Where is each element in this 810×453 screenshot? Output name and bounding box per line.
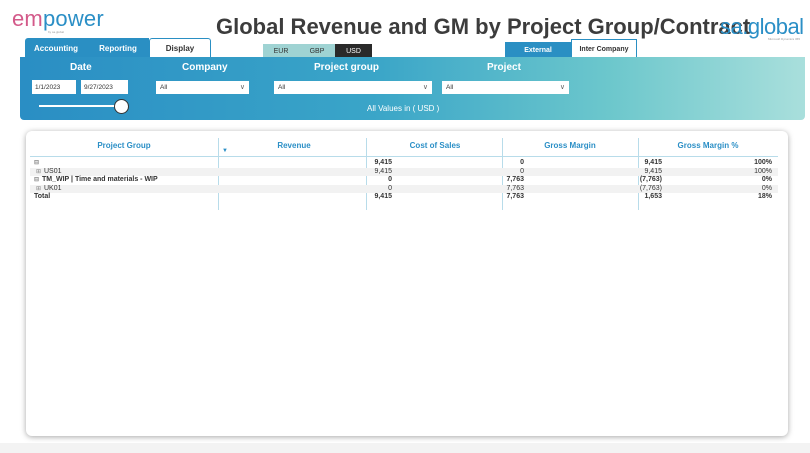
- row-gross-margin-pct: 18%: [757, 193, 772, 201]
- collapse-icon[interactable]: ⊟: [34, 160, 40, 166]
- expand-icon[interactable]: ⊞: [36, 185, 42, 192]
- row-cost-of-sales: 7,763: [506, 176, 524, 184]
- row-gross-margin-pct: 100%: [754, 167, 772, 175]
- row-revenue: 9,415: [374, 167, 392, 175]
- row-project-group: ⊟: [34, 159, 42, 167]
- currency-gbp-button[interactable]: GBP: [299, 44, 335, 58]
- saglobal-tagline: Microsoft Dynamics 365: [768, 37, 801, 41]
- project-filter-label: Project: [487, 62, 521, 73]
- date-start-input[interactable]: 1/1/2023: [32, 80, 76, 94]
- company-filter-label: Company: [182, 62, 228, 73]
- row-revenue: 0: [388, 184, 392, 192]
- saglobal-logo: sa.global: [720, 14, 804, 39]
- row-gross-margin: 9,415: [644, 167, 662, 175]
- project-dropdown-value: All: [446, 84, 454, 91]
- collapse-icon[interactable]: ⊟: [34, 177, 40, 184]
- project-group-dropdown[interactable]: All ∨: [274, 81, 432, 94]
- row-project-group: Total: [34, 193, 50, 201]
- logo-tagline: by sa.global: [48, 30, 65, 34]
- page-title: Global Revenue and GM by Project Group/C…: [216, 14, 751, 39]
- tab-display[interactable]: Display: [149, 38, 211, 58]
- tab-inter-company[interactable]: Inter Company: [571, 39, 637, 58]
- tab-reporting[interactable]: Reporting: [87, 38, 149, 58]
- date-slider-handle[interactable]: [114, 99, 129, 114]
- project-group-dropdown-value: All: [278, 84, 286, 91]
- row-cost-of-sales: 7,763: [506, 193, 524, 201]
- row-gross-margin: (7,763): [639, 184, 662, 192]
- row-revenue: 0: [388, 176, 392, 184]
- page-footer-strip: [0, 443, 810, 453]
- column-header-gross-margin-pct[interactable]: Gross Margin %: [677, 141, 739, 150]
- chevron-down-icon: ∨: [422, 84, 428, 91]
- row-cost-of-sales: 0: [520, 159, 524, 166]
- project-dropdown[interactable]: All ∨: [442, 81, 569, 94]
- table-row[interactable]: ⊟ TM_WIP | Time and materials - WIP 0 7,763…: [30, 176, 778, 184]
- row-gross-margin: 1,653: [644, 193, 662, 201]
- chevron-down-icon: ∨: [239, 84, 245, 91]
- matrix-visual: [26, 131, 788, 436]
- project-group-filter-label: Project group: [314, 62, 380, 73]
- row-gross-margin-pct: 100%: [754, 159, 772, 166]
- table-row[interactable]: Total 9,415 7,763 1,653 18%: [30, 193, 778, 201]
- logo-power-text: power: [42, 6, 104, 31]
- empower-logo: empower: [12, 6, 104, 32]
- company-dropdown[interactable]: All ∨: [156, 81, 249, 94]
- row-gross-margin: (7,763): [639, 176, 662, 184]
- column-header-cost-of-sales[interactable]: Cost of Sales: [409, 141, 461, 150]
- chevron-down-icon: ∨: [559, 84, 565, 91]
- row-gross-margin: 9,415: [644, 159, 662, 166]
- tab-external[interactable]: External: [505, 42, 571, 58]
- row-label: Total: [34, 193, 51, 201]
- row-revenue: 9,415: [374, 159, 392, 166]
- row-cost-of-sales: 0: [520, 167, 524, 175]
- report-tabs: Accounting Reporting Display: [25, 38, 211, 58]
- row-label: US01: [44, 167, 62, 175]
- row-label: UK01: [44, 184, 62, 192]
- sort-desc-icon[interactable]: ▼: [222, 148, 228, 154]
- currency-eur-button[interactable]: EUR: [263, 44, 299, 58]
- table-row[interactable]: ⊞ UK01 0 7,763 (7,763) 0%: [30, 184, 778, 193]
- table-row[interactable]: ⊞ US01 9,415 0 9,415 100%: [30, 167, 778, 176]
- currency-usd-button[interactable]: USD: [335, 44, 372, 58]
- row-gross-margin-pct: 0%: [761, 184, 772, 192]
- row-cost-of-sales: 7,763: [506, 184, 524, 192]
- row-project-group: ⊞ UK01: [36, 185, 62, 193]
- row-label: TM_WIP | Time and materials - WIP: [42, 176, 158, 184]
- column-header-revenue[interactable]: Revenue: [277, 141, 311, 150]
- row-project-group: ⊟ TM_WIP | Time and materials - WIP: [34, 176, 158, 184]
- row-project-group: ⊞ US01: [36, 168, 62, 176]
- expand-icon[interactable]: ⊞: [36, 168, 42, 175]
- row-gross-margin-pct: 0%: [761, 176, 772, 184]
- table-row[interactable]: ⊟ 9,415 0 9,415 100%: [30, 159, 778, 167]
- company-dropdown-value: All: [160, 84, 168, 91]
- date-end-input[interactable]: 9/27/2023: [81, 80, 128, 94]
- column-header-project-group[interactable]: Project Group: [97, 141, 151, 150]
- tab-accounting[interactable]: Accounting: [25, 38, 87, 58]
- date-filter-label: Date: [70, 62, 92, 73]
- header-divider: [30, 156, 778, 157]
- date-slider-track[interactable]: [39, 105, 121, 107]
- row-revenue: 9,415: [374, 193, 392, 201]
- logo-em-text: em: [12, 6, 43, 31]
- column-header-gross-margin[interactable]: Gross Margin: [544, 141, 596, 150]
- values-note: All Values in ( USD ): [367, 104, 440, 113]
